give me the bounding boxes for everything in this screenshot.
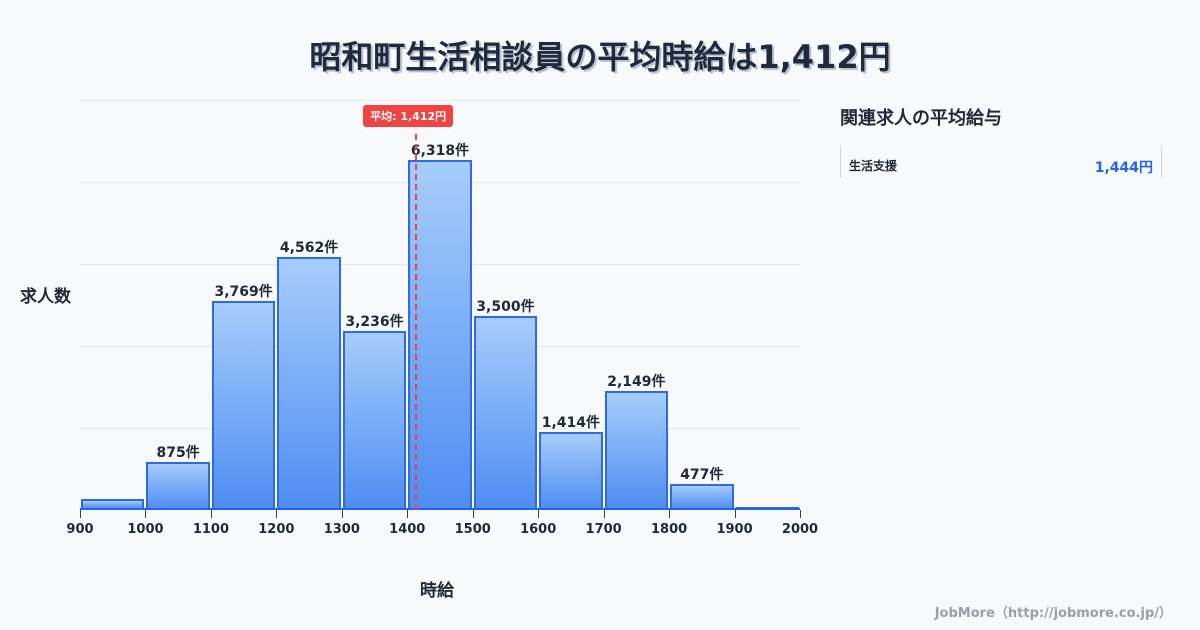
x-axis-line: [80, 508, 800, 510]
gridline: [80, 100, 800, 101]
x-tick-label: 1100: [192, 522, 229, 537]
bar-value-label: 4,562件: [279, 240, 339, 257]
mean-badge: 平均: 1,412円: [363, 105, 454, 127]
x-tick: [210, 510, 212, 518]
x-tick: [407, 510, 409, 518]
bar-value-label: 875件: [156, 444, 200, 461]
x-tick: [276, 510, 278, 518]
x-tick-label: 1200: [258, 522, 295, 537]
x-axis-label: 時給: [420, 581, 454, 601]
x-tick-label: 1800: [650, 522, 688, 537]
x-tick-label: 1400: [389, 522, 426, 537]
mean-line: [415, 134, 418, 510]
x-tick-label: 1900: [716, 522, 753, 537]
histogram-bar[interactable]: [211, 301, 276, 510]
related-job-salary: 1,444円: [1094, 160, 1153, 176]
x-tick-label: 1600: [520, 522, 557, 537]
bar-value-label: 6,318件: [410, 143, 470, 159]
x-tick: [669, 510, 671, 518]
footer-credit: JobMore（http://jobmore.co.jp/）: [934, 606, 1172, 621]
y-axis-label: 求人数: [20, 287, 71, 307]
x-tick: [145, 510, 147, 518]
x-tick: [800, 510, 801, 518]
related-salary-title: 関連求人の平均給与: [840, 108, 1002, 129]
bar-value-label: 3,236件: [345, 313, 404, 330]
bar-value-label: 2,149件: [607, 373, 666, 390]
x-tick: [80, 510, 81, 518]
x-tick-label: 1000: [127, 522, 164, 537]
x-tick-label: 1300: [323, 522, 360, 537]
histogram-bar[interactable]: [670, 483, 734, 510]
histogram-bar[interactable]: [146, 461, 210, 510]
bar-value-label: 3,500件: [476, 299, 535, 316]
x-tick-label: 1700: [585, 522, 622, 537]
x-tick: [341, 510, 343, 518]
histogram-bar[interactable]: [539, 431, 603, 510]
histogram-bar[interactable]: [342, 330, 407, 510]
bar-value-label: 477件: [680, 466, 724, 483]
x-tick: [734, 510, 736, 518]
histogram-bar[interactable]: [408, 160, 472, 510]
x-tick: [603, 510, 605, 518]
x-tick-label: 1500: [454, 522, 491, 537]
x-tick-label: 900: [66, 522, 94, 537]
bar-value-label: 3,769件: [214, 284, 273, 301]
histogram-bar[interactable]: [473, 316, 538, 510]
related-salary-item[interactable]: 生活支援 1,444円: [840, 145, 1162, 177]
bar-value-label: 1,414件: [541, 414, 601, 431]
x-tick-label: 2000: [781, 522, 819, 537]
page-title: 昭和町生活相談員の平均時給は1,412円: [309, 38, 891, 76]
x-tick: [472, 510, 474, 518]
histogram-bar[interactable]: [277, 257, 341, 510]
histogram-plot: 875件 3,769件 4,562件 3,236件 6,318件 3,500件 1,414件…: [66, 100, 818, 537]
histogram-bar[interactable]: [604, 390, 669, 510]
x-tick: [538, 510, 540, 518]
related-job-name: 生活支援: [849, 159, 898, 173]
